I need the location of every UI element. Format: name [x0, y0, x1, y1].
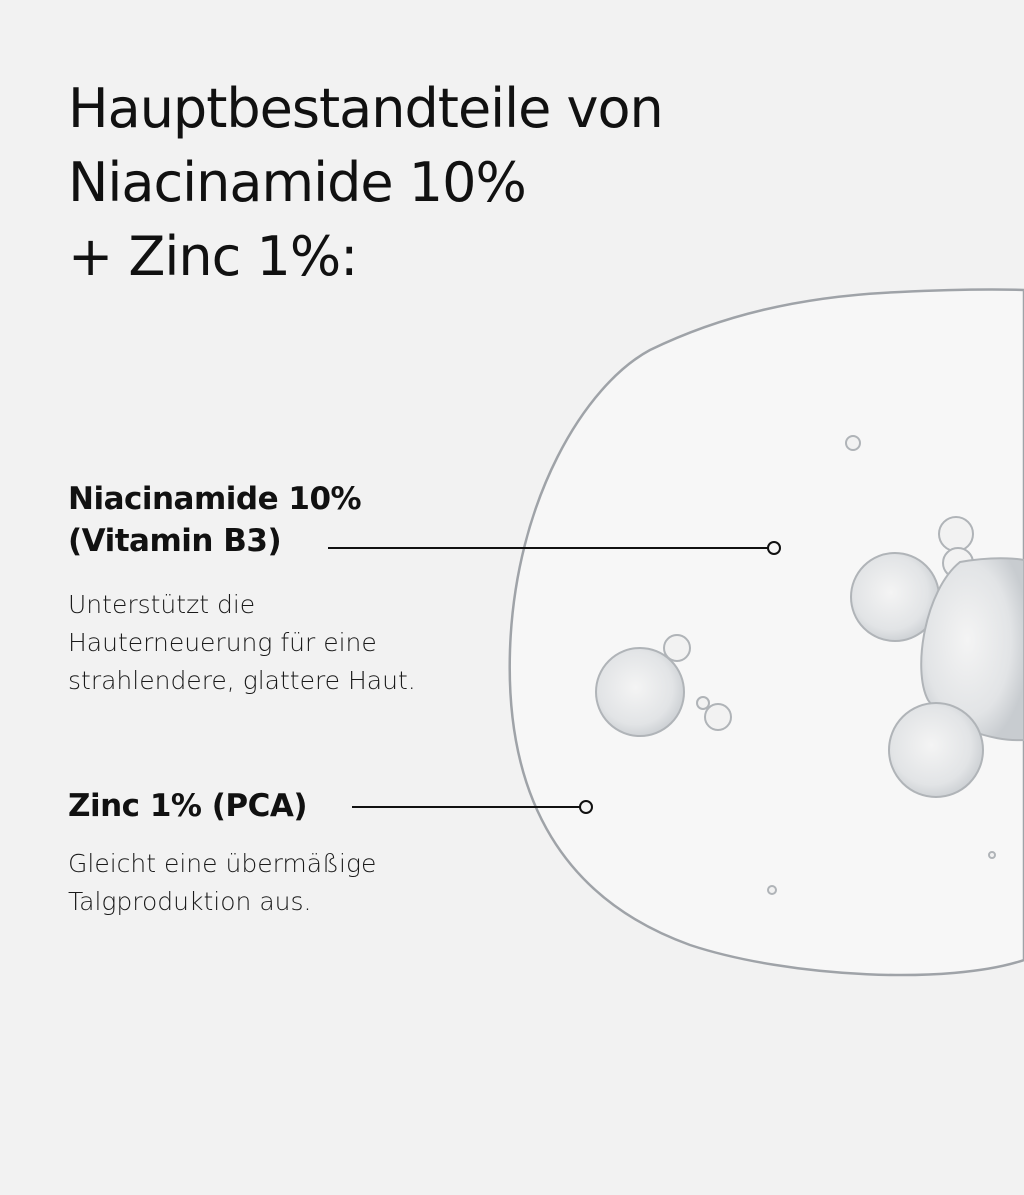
page-title: Hauptbestandteile von Niacinamide 10% + …	[68, 72, 664, 294]
ingredient-name-niacinamide: Niacinamide 10% (Vitamin B3)	[68, 478, 362, 562]
ingredient-description-zinc: Gleicht eine übermäßige Talgproduktion a…	[68, 845, 376, 921]
description-line: Unterstützt die	[68, 590, 256, 619]
description-line: Gleicht eine übermäßige	[68, 849, 377, 878]
description-line: strahlendere, glattere Haut.	[68, 666, 416, 695]
droplet-outline	[508, 288, 1024, 977]
ingredient-name-line: (Vitamin B3)	[68, 523, 282, 559]
callout-line	[352, 806, 580, 808]
ingredient-name-line: Zinc 1% (PCA)	[68, 788, 308, 824]
title-line: Niacinamide 10%	[68, 151, 527, 214]
title-line: Hauptbestandteile von	[68, 77, 664, 140]
callout-dot	[767, 541, 781, 555]
title-line: + Zinc 1%:	[68, 225, 358, 288]
ingredient-name-zinc: Zinc 1% (PCA)	[68, 785, 308, 827]
callout-dot	[579, 800, 593, 814]
description-line: Hauterneuerung für eine	[68, 628, 377, 657]
ingredient-name-line: Niacinamide 10%	[68, 481, 362, 517]
ingredient-description-niacinamide: Unterstützt die Hauterneuerung für eine …	[68, 586, 416, 700]
callout-line	[328, 547, 768, 549]
description-line: Talgproduktion aus.	[68, 887, 312, 916]
